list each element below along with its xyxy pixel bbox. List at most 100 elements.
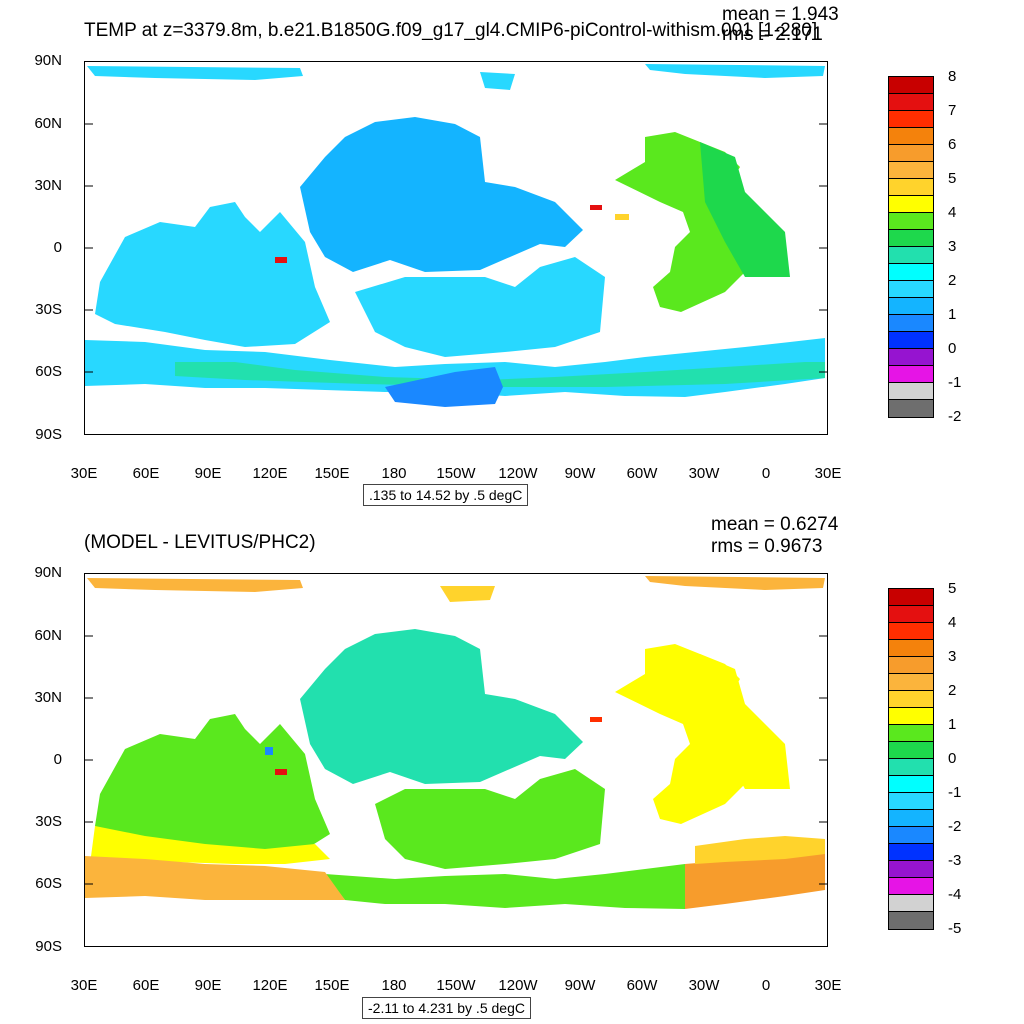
top-colorbar-label: 8 — [948, 68, 957, 85]
bottom-colorbar-swatch — [889, 589, 933, 606]
bottom-colorbar-swatch — [889, 725, 933, 742]
bottom-lon-label-90e: 90E — [194, 977, 222, 994]
bottom-lon-label-150w: 150W — [436, 977, 476, 994]
top-colorbar-swatch — [889, 145, 933, 162]
top-colorbar-swatch — [889, 111, 933, 128]
bottom-colorbar-label: -5 — [948, 920, 962, 937]
top-colorbar-label: 3 — [948, 238, 957, 255]
bottom-colorbar-swatch — [889, 657, 933, 674]
bottom-colorbar-swatch — [889, 691, 933, 708]
top-colorbar-swatch — [889, 349, 933, 366]
top-colorbar-swatch — [889, 400, 933, 417]
bottom-lat-label-30s: 30S — [35, 813, 62, 830]
bottom-arctic-bay — [440, 586, 495, 602]
top-colorbar-swatch — [889, 264, 933, 281]
top-map-plot — [84, 61, 828, 435]
bottom-colorbar-swatch — [889, 606, 933, 623]
top-lon-label-30e: 30E — [70, 465, 98, 482]
bottom-colorbar-label: 3 — [948, 648, 957, 665]
bottom-lat-label-60s: 60S — [35, 875, 62, 892]
top-lon-label-150e: 150E — [314, 465, 350, 482]
bottom-southern-east — [685, 850, 825, 909]
bottom-lon-label-150e: 150E — [314, 977, 350, 994]
top-map-panel: TEMP at z=3379.8m, b.e21.B1850G.f09_g17_… — [34, 4, 962, 506]
bottom-lon-label-90w: 90W — [564, 977, 596, 994]
top-lon-label-90e: 90E — [194, 465, 222, 482]
bottom-contour-range-label: -2.11 to 4.231 by .5 degC — [362, 997, 531, 1019]
top-lon-label-120w: 120W — [498, 465, 538, 482]
bottom-south-pacific — [375, 769, 605, 869]
bottom-lon-label-60w: 60W — [626, 977, 658, 994]
bottom-tick-marks — [85, 635, 827, 885]
top-colorbar-swatch — [889, 213, 933, 230]
top-tick-marks — [85, 123, 827, 373]
top-arctic-ocean — [87, 66, 303, 80]
top-map-title: TEMP at z=3379.8m, b.e21.B1850G.f09_g17_… — [84, 20, 818, 41]
top-lon-label-30e-right: 30E — [814, 465, 842, 482]
top-south-pacific — [355, 257, 605, 357]
top-lon-label-180: 180 — [381, 465, 407, 482]
top-lat-label-60n: 60N — [34, 115, 62, 132]
top-colorbar-label: -2 — [948, 408, 962, 425]
bottom-rms-stat: rms = 0.9673 — [711, 536, 823, 557]
top-colorbar-label: -1 — [948, 374, 962, 391]
top-colorbar-swatch — [889, 383, 933, 400]
bottom-lat-label-eq: 0 — [53, 751, 62, 768]
top-warm-spot-2 — [590, 205, 602, 210]
top-lat-label-eq: 0 — [53, 239, 62, 256]
bottom-lon-label-60e: 60E — [132, 977, 160, 994]
bottom-map-svg — [85, 576, 827, 909]
top-colorbar-label: 0 — [948, 340, 957, 357]
bottom-colorbar-swatch — [889, 861, 933, 878]
top-colorbar-swatch — [889, 77, 933, 94]
top-lon-label-150w: 150W — [436, 465, 476, 482]
top-indian-ocean — [95, 202, 330, 347]
bottom-colorbar-swatch — [889, 827, 933, 844]
top-weddell-cold-pool — [385, 367, 503, 407]
top-colorbar-swatch — [889, 281, 933, 298]
bottom-colorbar-label: -1 — [948, 784, 962, 801]
bottom-colorbar-swatch — [889, 810, 933, 827]
top-warm-spot-1 — [275, 257, 287, 263]
top-colorbar-swatch — [889, 179, 933, 196]
top-colorbar-swatch — [889, 247, 933, 264]
bottom-colorbar-swatch — [889, 742, 933, 759]
bottom-cold-spot — [265, 747, 273, 755]
bottom-colorbar-swatch — [889, 623, 933, 640]
top-warm-spot-3 — [615, 214, 629, 220]
bottom-lat-label-30n: 30N — [34, 689, 62, 706]
top-colorbar — [888, 76, 934, 418]
top-colorbar-swatch — [889, 128, 933, 145]
bottom-lat-label-90s: 90S — [35, 938, 62, 955]
top-colorbar-label: 1 — [948, 306, 957, 323]
bottom-arctic-ocean — [87, 578, 303, 592]
top-lon-label-60w: 60W — [626, 465, 658, 482]
bottom-colorbar-label: 2 — [948, 682, 957, 699]
top-lon-label-120e: 120E — [252, 465, 288, 482]
bottom-lat-label-60n: 60N — [34, 627, 62, 644]
top-colorbar-swatch — [889, 162, 933, 179]
top-north-atlantic-lobe — [700, 142, 790, 277]
top-lat-label-90n: 90N — [34, 52, 62, 69]
bottom-map-title: (MODEL - LEVITUS/PHC2) — [84, 532, 316, 553]
top-lat-label-30n: 30N — [34, 177, 62, 194]
bottom-indian-south-band — [90, 826, 330, 864]
bottom-colorbar-swatch — [889, 844, 933, 861]
top-lon-label-90w: 90W — [564, 465, 596, 482]
bottom-arctic-ocean-east — [645, 576, 825, 590]
top-lat-label-90s: 90S — [35, 426, 62, 443]
top-colorbar-swatch — [889, 196, 933, 213]
bottom-colorbar — [888, 588, 934, 930]
bottom-colorbar-swatch — [889, 674, 933, 691]
bottom-colorbar-swatch — [889, 895, 933, 912]
top-southern-band — [175, 362, 825, 387]
bottom-lat-label-90n: 90N — [34, 564, 62, 581]
top-colorbar-label: 7 — [948, 102, 957, 119]
top-colorbar-label: 4 — [948, 204, 957, 221]
top-arctic-bay — [480, 72, 515, 90]
top-rms-stat: rms = 2.171 — [722, 24, 823, 45]
bottom-mean-stat: mean = 0.6274 — [711, 514, 839, 535]
bottom-colorbar-swatch — [889, 878, 933, 895]
top-colorbar-swatch — [889, 366, 933, 383]
bottom-colorbar-label: -3 — [948, 852, 962, 869]
